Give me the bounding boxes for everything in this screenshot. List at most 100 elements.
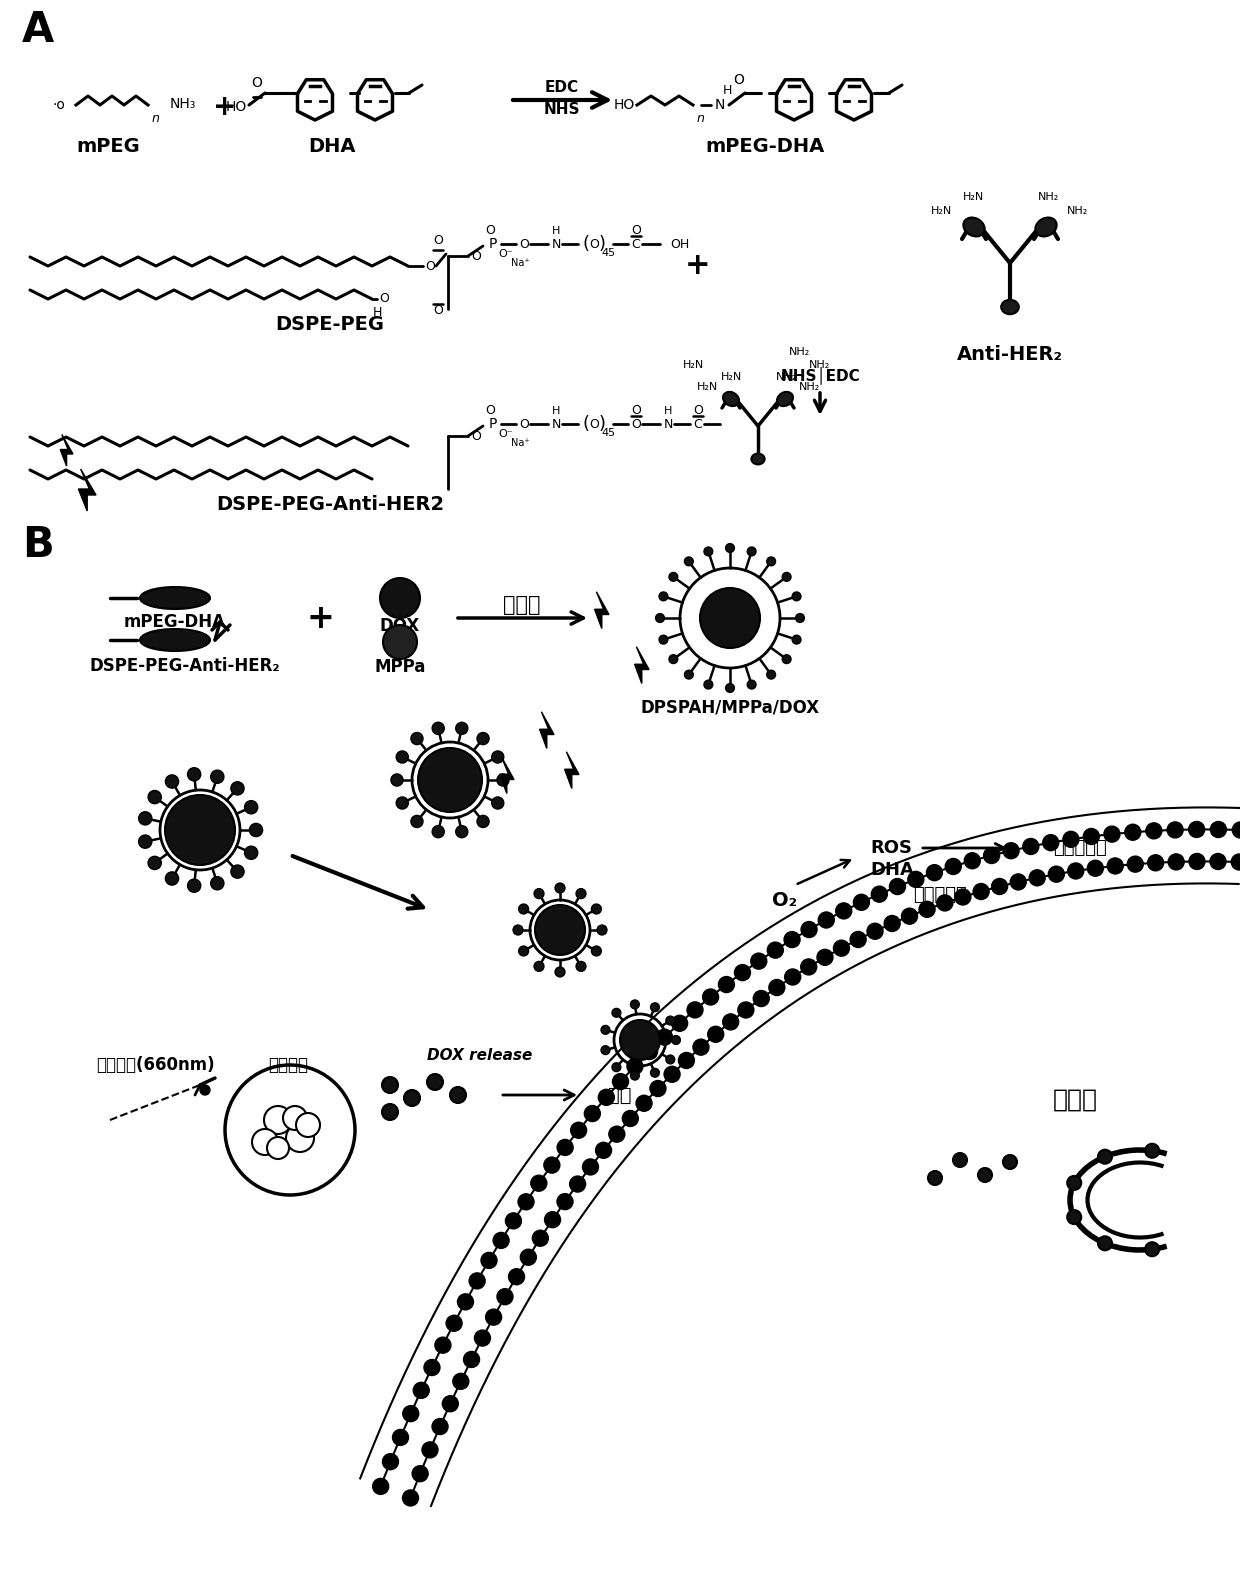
- Circle shape: [678, 1053, 694, 1069]
- Text: 45: 45: [601, 248, 615, 258]
- Circle shape: [1097, 1150, 1112, 1163]
- Circle shape: [513, 924, 523, 936]
- Circle shape: [687, 1002, 703, 1018]
- Circle shape: [622, 1111, 639, 1126]
- Text: 肿瘾组织: 肿瘾组织: [268, 1056, 308, 1074]
- Text: NHS│EDC: NHS│EDC: [780, 366, 859, 383]
- Circle shape: [433, 826, 444, 838]
- Circle shape: [283, 1106, 308, 1130]
- Text: A: A: [22, 10, 55, 51]
- Text: O: O: [433, 234, 443, 247]
- Circle shape: [410, 732, 423, 745]
- Circle shape: [1084, 829, 1100, 845]
- Circle shape: [601, 1026, 610, 1034]
- Circle shape: [556, 967, 565, 977]
- Circle shape: [453, 1373, 469, 1389]
- Text: B: B: [22, 523, 53, 566]
- Polygon shape: [539, 711, 554, 748]
- Circle shape: [481, 1252, 497, 1268]
- Circle shape: [382, 1104, 398, 1120]
- Text: H: H: [552, 406, 560, 415]
- Circle shape: [666, 1017, 675, 1025]
- Text: N: N: [552, 237, 560, 250]
- Circle shape: [506, 1212, 522, 1228]
- Text: O: O: [520, 417, 529, 431]
- Text: 自组装: 自组装: [503, 595, 541, 616]
- Text: H₂N: H₂N: [931, 205, 952, 216]
- Text: N: N: [715, 99, 725, 111]
- Circle shape: [508, 1268, 525, 1284]
- Circle shape: [630, 1001, 640, 1009]
- Circle shape: [766, 670, 775, 679]
- Circle shape: [672, 1036, 681, 1044]
- Circle shape: [725, 684, 734, 692]
- Ellipse shape: [1035, 218, 1056, 237]
- Text: N: N: [552, 417, 560, 431]
- Circle shape: [557, 1193, 573, 1209]
- Circle shape: [818, 912, 835, 928]
- Text: DSPE-PEG-Anti-HER2: DSPE-PEG-Anti-HER2: [216, 495, 444, 514]
- Circle shape: [704, 681, 713, 689]
- Text: H₂N: H₂N: [682, 360, 703, 371]
- Circle shape: [945, 859, 961, 875]
- Polygon shape: [500, 757, 515, 794]
- Circle shape: [1003, 843, 1019, 859]
- Circle shape: [187, 768, 201, 781]
- Circle shape: [544, 1157, 559, 1173]
- Circle shape: [187, 880, 201, 893]
- Circle shape: [252, 1130, 278, 1155]
- Ellipse shape: [963, 218, 985, 237]
- Circle shape: [211, 877, 224, 889]
- Circle shape: [748, 547, 756, 555]
- Ellipse shape: [723, 391, 739, 406]
- Circle shape: [965, 853, 981, 869]
- Text: NH₂: NH₂: [799, 382, 820, 391]
- Circle shape: [577, 889, 587, 899]
- Polygon shape: [61, 434, 73, 466]
- Circle shape: [475, 1330, 491, 1346]
- Circle shape: [477, 815, 489, 827]
- Text: O: O: [471, 430, 481, 442]
- Circle shape: [244, 846, 258, 859]
- Circle shape: [919, 902, 935, 918]
- Circle shape: [867, 923, 883, 939]
- Circle shape: [853, 894, 869, 910]
- Circle shape: [477, 732, 489, 745]
- Circle shape: [785, 969, 801, 985]
- Circle shape: [469, 1273, 485, 1289]
- Circle shape: [1189, 821, 1204, 837]
- Circle shape: [872, 886, 888, 902]
- Circle shape: [801, 921, 817, 937]
- Text: DOX release: DOX release: [428, 1047, 533, 1063]
- Circle shape: [836, 904, 852, 920]
- Text: +: +: [686, 250, 711, 280]
- Circle shape: [497, 773, 510, 786]
- Circle shape: [973, 883, 990, 899]
- Circle shape: [613, 1074, 629, 1090]
- Circle shape: [708, 1026, 724, 1042]
- Circle shape: [769, 980, 785, 996]
- Text: P: P: [489, 417, 497, 431]
- Circle shape: [464, 1351, 480, 1368]
- Circle shape: [200, 1085, 210, 1095]
- Circle shape: [1068, 1211, 1081, 1223]
- Circle shape: [665, 1066, 680, 1082]
- Circle shape: [656, 1029, 672, 1045]
- Circle shape: [817, 950, 833, 966]
- Text: N: N: [663, 417, 672, 431]
- Text: ): ): [599, 415, 605, 433]
- Circle shape: [393, 1429, 408, 1446]
- Circle shape: [518, 904, 528, 913]
- Circle shape: [684, 557, 693, 566]
- Text: mPEG-DHA: mPEG-DHA: [706, 137, 825, 156]
- Circle shape: [410, 815, 423, 827]
- Circle shape: [1210, 853, 1226, 870]
- Text: 光动力治疗: 光动力治疗: [1053, 838, 1107, 858]
- Circle shape: [286, 1123, 314, 1152]
- Circle shape: [1210, 821, 1226, 837]
- Circle shape: [139, 811, 151, 826]
- Text: DHA: DHA: [309, 137, 356, 156]
- Circle shape: [1048, 866, 1064, 881]
- Text: DPSPAH/MPPa/DOX: DPSPAH/MPPa/DOX: [640, 698, 820, 718]
- Circle shape: [521, 1249, 537, 1265]
